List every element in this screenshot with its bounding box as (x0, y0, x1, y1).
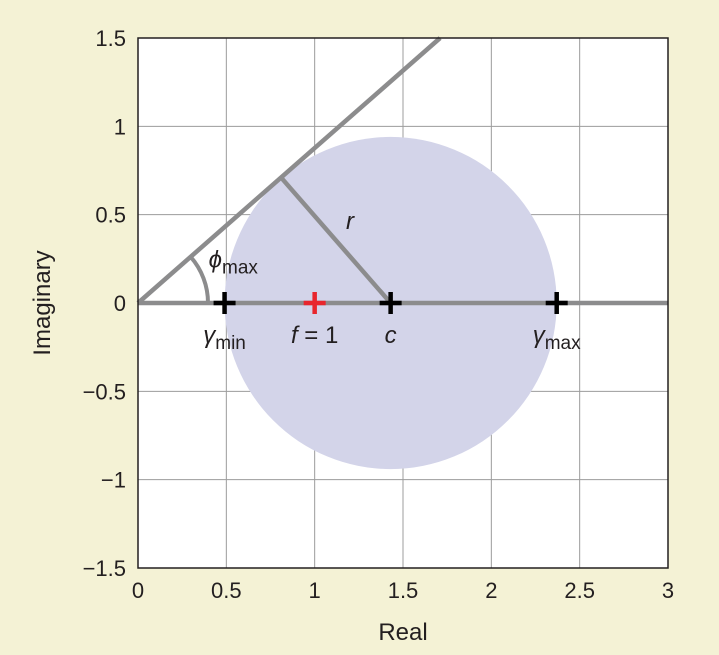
y-tick-label: 0.5 (95, 203, 126, 228)
y-tick-label: 1 (114, 114, 126, 139)
point-labels: γmin f = 1 c γmax (203, 322, 581, 354)
y-tick-label: 1.5 (95, 26, 126, 51)
label-f: f = 1 (291, 322, 338, 349)
x-tick-label: 1 (309, 578, 321, 603)
x-tick-label: 3 (662, 578, 674, 603)
label-c: c (385, 322, 397, 349)
plot-frame (137, 37, 669, 569)
label-gamma_max: γmax (533, 322, 581, 354)
y-axis-title: Imaginary (29, 250, 56, 355)
y-tick-label: −0.5 (83, 379, 126, 404)
marker-f (303, 292, 326, 314)
marker-gamma_min (213, 292, 236, 314)
point-markers (213, 292, 568, 314)
radius-segment (279, 176, 393, 305)
tangent-line (136, 36, 442, 305)
tick-labels: 0 0.5 1 1.5 2 2.5 3 1.5 1 0.5 0 −0.5 −1 −1.5 (83, 26, 675, 603)
y-tick-label: −1.5 (83, 556, 126, 581)
x-tick-label: 2 (485, 578, 497, 603)
radius-label: r (346, 208, 355, 235)
phi-angle-arc (189, 255, 210, 304)
y-tick-label: −1 (101, 468, 126, 493)
marker-c (379, 292, 402, 314)
x-tick-label: 0 (132, 578, 144, 603)
x-tick-label: 0.5 (211, 578, 242, 603)
y-tick-label: 0 (114, 291, 126, 316)
phi-subscript: max (222, 258, 258, 279)
label-gamma_min: γmin (203, 322, 246, 354)
x-axis-title: Real (378, 619, 427, 646)
marker-gamma_max (545, 292, 568, 314)
phi-symbol: ϕ (209, 247, 222, 274)
x-tick-label: 1.5 (388, 578, 419, 603)
phi-max-label: ϕmax (209, 247, 259, 279)
x-tick-label: 2.5 (564, 578, 595, 603)
